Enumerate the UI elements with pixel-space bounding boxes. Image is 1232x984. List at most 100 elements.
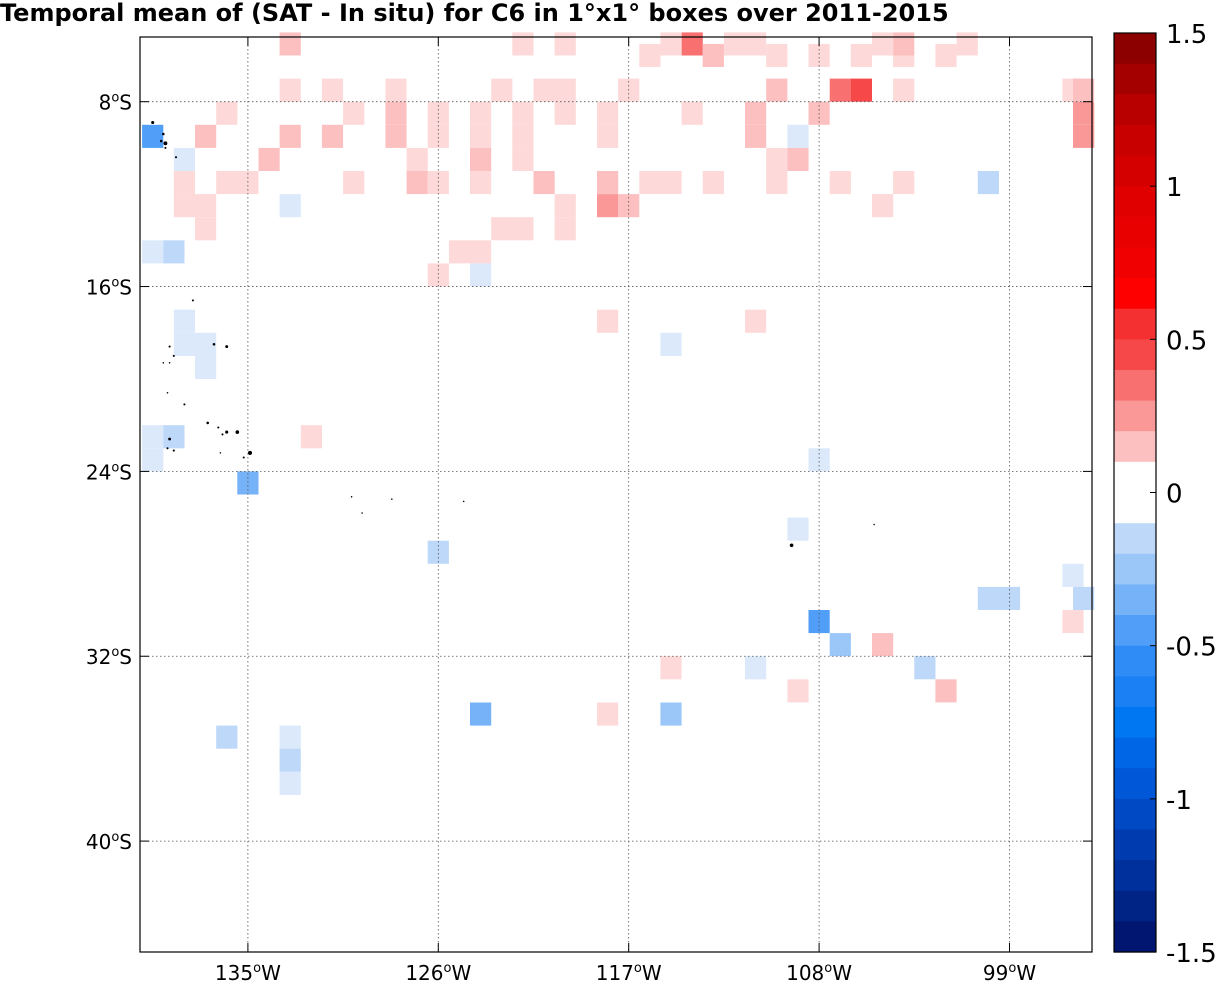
data-cell [470,171,492,195]
data-cell [279,194,301,218]
data-cell [745,309,767,333]
chart-title: Temporal mean of (SAT - In situ) for C6 … [0,0,949,27]
data-cell [660,656,682,680]
island-dot [191,299,194,302]
data-cell [279,32,301,56]
data-cell [321,124,344,148]
data-cell [216,725,238,749]
data-cell [808,43,830,67]
data-cell [660,171,682,195]
data-cell [142,124,164,148]
data-cell [1073,78,1095,102]
data-cell [512,32,534,56]
data-cell [766,147,788,171]
data-cell [723,32,746,56]
data-cell [935,679,957,703]
y-tick-label: 16oS [86,276,132,300]
data-cell [745,32,767,56]
island-dot [168,345,171,348]
island-dot [221,433,224,436]
data-cell [279,771,301,795]
data-cell [850,43,872,67]
island-dot [219,452,222,454]
colorbar-segment [1114,278,1156,310]
data-cell [660,332,682,356]
island-dot [361,512,363,514]
data-cell [956,32,978,56]
island-dot [172,449,175,452]
island-dot [350,496,353,498]
data-cell [195,332,217,356]
island-dot [162,362,165,364]
colorbar-segment [1114,798,1156,831]
island-dot [166,392,169,394]
data-cell [385,78,407,102]
data-cell [660,32,682,56]
data-cell [893,78,915,102]
x-tick-label: 135oW [215,961,281,984]
data-cell [470,124,492,148]
data-cell [470,702,492,726]
y-tick-label: 8oS [99,91,132,115]
data-cell [597,309,619,333]
colorbar-segment [1114,615,1156,647]
data-cell [163,425,185,449]
colorbar-segment [1114,921,1156,953]
data-cell [745,124,767,148]
data-cell [554,101,576,125]
data-cell [597,171,619,195]
data-cell [512,147,534,171]
data-cell [935,43,957,67]
data-cell [597,124,619,148]
data-cell [427,171,449,195]
data-cell [195,124,217,148]
colorbar-zero-band [1114,461,1156,524]
island-dot [174,156,178,159]
colorbar-segment [1114,431,1156,463]
island-dot [172,354,175,357]
island-dot [247,450,253,455]
x-tick-label: 126oW [405,961,471,984]
colorbar-tick-label: 0.5 [1166,326,1207,356]
y-tick-label: 40oS [86,830,132,854]
data-cell [142,425,164,449]
island-dot [183,403,186,406]
data-cell [279,748,301,772]
data-cell [406,147,428,171]
data-cell [533,78,555,102]
data-cell [343,171,365,195]
island-dot [163,141,168,146]
colorbar-segment [1114,33,1156,65]
data-cell [1062,563,1084,587]
data-cell [512,124,534,148]
data-cell [1062,610,1084,634]
data-cell [279,725,301,749]
data-cell [829,171,851,195]
data-cell [745,656,767,680]
colorbar-segment [1114,645,1156,677]
colorbar-tick-label: -1.5 [1166,939,1217,969]
data-cell [470,147,492,171]
data-cell [787,517,809,541]
islands [151,120,875,548]
data-cell [766,171,788,195]
y-tick-label: 24oS [86,460,132,484]
data-cell [385,124,407,148]
data-cell [1073,586,1095,610]
island-dot [391,498,393,500]
data-cell [533,171,555,195]
island-dot [151,120,155,125]
island-dot [789,543,794,548]
data-cell [470,240,492,264]
colorbar-tick-label: 0 [1166,480,1183,510]
gridlines [140,37,1092,952]
data-cell [343,101,365,125]
data-cell [766,43,788,67]
island-dot [164,146,167,149]
data-cell [237,471,259,495]
island-dot [217,426,220,429]
map-frame [139,36,1093,953]
colorbar-segment [1114,124,1156,157]
island-dot [206,421,209,425]
x-tick-label: 99oW [983,961,1036,984]
